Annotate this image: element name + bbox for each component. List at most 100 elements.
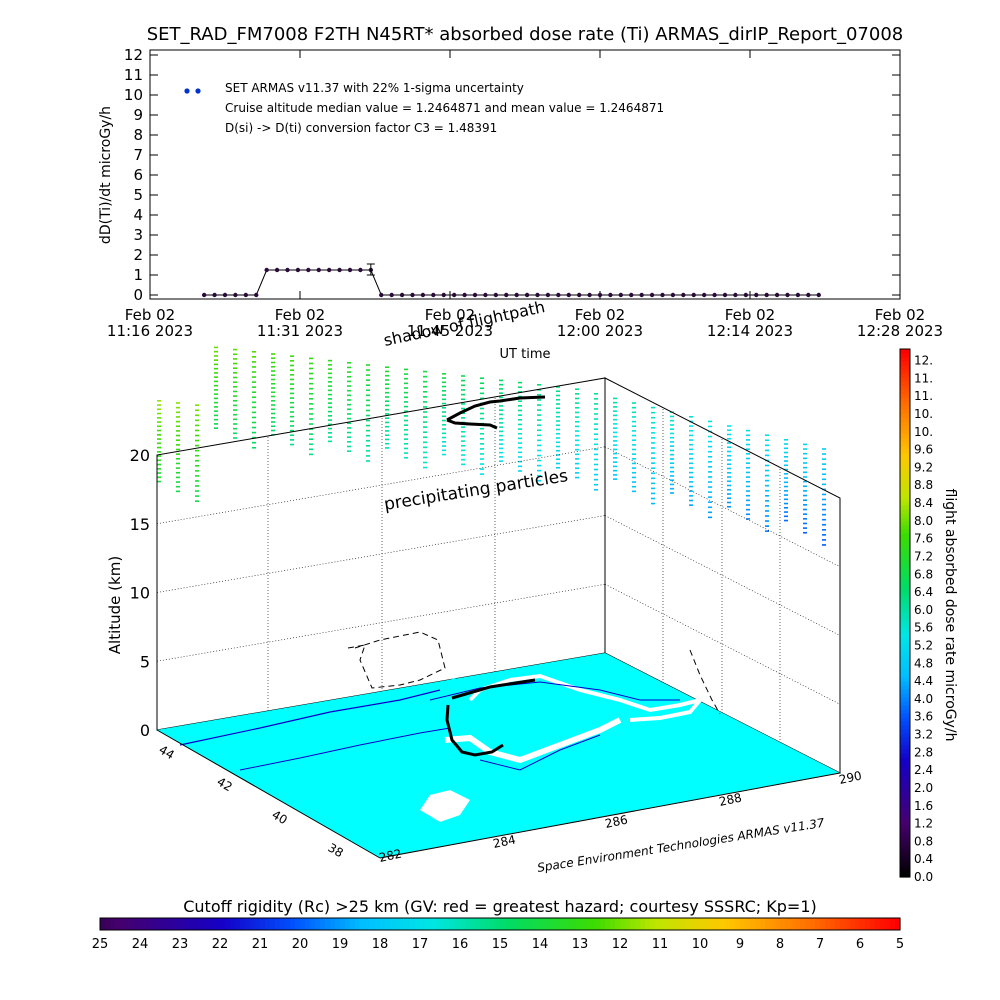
colorbar-segment (900, 821, 910, 826)
dose-mark (803, 480, 807, 483)
dose-mark (252, 366, 256, 368)
colorbar-segment (840, 918, 846, 930)
longitude-tick-label: 284 (492, 832, 517, 850)
data-point (608, 292, 613, 298)
colorbar-segment (705, 918, 711, 930)
data-point (629, 292, 634, 298)
dose-mark (423, 406, 427, 408)
colorbar-segment (740, 918, 746, 930)
colorbar-segment (230, 918, 236, 930)
colorbar-tick-label: 19 (332, 937, 349, 952)
colorbar-segment (900, 433, 910, 438)
colorbar-segment (665, 918, 671, 930)
y-tick-label: 4 (133, 206, 143, 224)
dose-mark (632, 444, 636, 446)
data-point (733, 292, 738, 298)
colorbar-tick-label: 16 (452, 937, 469, 952)
dose-mark (233, 367, 237, 369)
dose-mark (157, 472, 161, 474)
x-tick-date: Feb 02 (425, 306, 475, 324)
dose-mark (271, 391, 275, 394)
grid-line (156, 583, 606, 662)
dose-mark (651, 411, 655, 414)
dose-mark (347, 371, 351, 373)
colorbar-segment (260, 918, 266, 930)
dose-mark (784, 502, 788, 505)
dose-mark (461, 449, 465, 452)
dose-mark (746, 485, 750, 488)
colorbar-segment (900, 441, 910, 446)
dose-mark (385, 366, 389, 368)
colorbar-tick-label: 3.2 (914, 728, 933, 742)
data-point (462, 292, 467, 298)
dose-mark (480, 427, 484, 430)
colorbar-segment (870, 918, 876, 930)
colorbar-segment (900, 765, 910, 770)
dose-mark (442, 402, 446, 405)
colorbar-segment (200, 918, 206, 930)
dose-mark (385, 430, 389, 432)
dose-mark (385, 413, 389, 415)
coastline (239, 727, 451, 771)
dose-mark (727, 433, 731, 436)
flight-path-ground (445, 704, 504, 757)
coastline (429, 681, 680, 701)
dose-mark (499, 383, 503, 386)
dose-mark (290, 364, 294, 367)
colorbar-tick-label: 1.6 (914, 799, 933, 813)
dose-mark (518, 437, 522, 440)
dose-mark (328, 398, 332, 400)
dose-mark (366, 369, 370, 371)
dose-mark (765, 469, 769, 472)
dose-mark (385, 391, 389, 394)
dose-mark (651, 457, 655, 459)
dose-mark (461, 375, 465, 377)
dose-mark (442, 381, 446, 384)
dose-mark (746, 462, 750, 464)
dose-mark (385, 404, 389, 407)
colorbar-segment (270, 918, 276, 930)
dose-mark (195, 434, 199, 437)
colorbar-segment (360, 918, 366, 930)
map (157, 631, 840, 858)
dose-mark (423, 370, 427, 373)
dose-mark (176, 411, 180, 414)
colorbar-tick-label: 12 (612, 937, 629, 952)
dose-mark (271, 408, 275, 411)
data-point (806, 292, 811, 298)
colorbar-segment (900, 865, 910, 870)
colorbar-segment (900, 817, 910, 822)
colorbar-segment (885, 918, 891, 930)
dose-mark (537, 454, 541, 457)
data-point (254, 292, 259, 298)
colorbar-segment (900, 393, 910, 398)
dose-mark (290, 387, 294, 390)
dose-mark (518, 460, 522, 463)
data-point (597, 292, 603, 298)
colorbar-segment (900, 493, 910, 498)
dose-mark (385, 379, 389, 381)
dose-mark (765, 510, 769, 512)
dose-mark (461, 435, 465, 438)
colorbar-segment (900, 709, 910, 714)
dose-mark (556, 390, 560, 393)
dose-mark (176, 471, 180, 474)
dose-mark (765, 444, 769, 447)
dose-mark (423, 426, 427, 428)
colorbar-segment (490, 918, 496, 930)
colorbar-segment (890, 918, 896, 930)
data-point (493, 292, 499, 298)
dose-mark (480, 417, 484, 420)
dose-mark (366, 384, 370, 386)
colorbar-segment (635, 918, 641, 930)
dose-mark (195, 495, 199, 497)
colorbar-segment (145, 918, 151, 930)
dose-mark (537, 444, 541, 447)
colorbar-segment (855, 918, 861, 930)
colorbar-segment (900, 385, 910, 390)
dose-mark (670, 424, 674, 426)
dose-mark (575, 430, 579, 432)
dose-mark (822, 508, 826, 511)
colorbar-segment (530, 918, 536, 930)
data-point (639, 292, 644, 298)
